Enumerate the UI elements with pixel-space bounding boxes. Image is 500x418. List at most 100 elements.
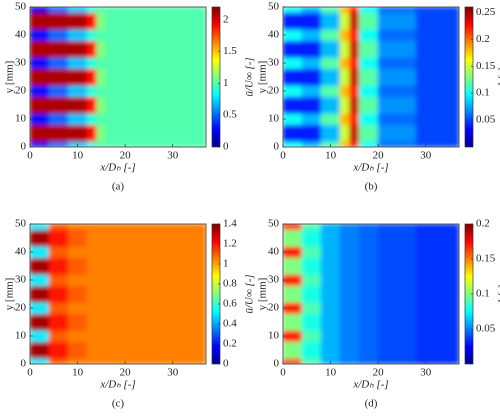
cell bbox=[86, 224, 97, 230]
cell bbox=[105, 85, 126, 97]
cell bbox=[96, 302, 107, 314]
cell bbox=[30, 12, 50, 30]
x-tick-label: 0 bbox=[27, 367, 33, 379]
cell bbox=[283, 12, 303, 30]
cell bbox=[162, 330, 206, 342]
cell bbox=[48, 313, 69, 331]
cell bbox=[86, 229, 97, 247]
x-tick-label: 0 bbox=[280, 150, 286, 162]
cell bbox=[105, 285, 126, 303]
x-tick-label: 20 bbox=[120, 367, 132, 379]
cell bbox=[48, 224, 69, 230]
cell bbox=[96, 285, 107, 303]
cell bbox=[48, 68, 69, 86]
cell bbox=[162, 274, 206, 286]
cell bbox=[377, 246, 417, 258]
cell bbox=[86, 274, 97, 286]
cell bbox=[377, 313, 417, 331]
cell bbox=[124, 285, 164, 303]
cell bbox=[162, 141, 206, 147]
cell bbox=[67, 124, 88, 142]
cell bbox=[96, 113, 107, 125]
cell bbox=[30, 330, 50, 342]
cell bbox=[301, 7, 322, 13]
colorbar-tick-label: 1 bbox=[223, 258, 229, 270]
y-tick-label: 50 bbox=[15, 1, 27, 13]
colorbar-tick-label: 0.05 bbox=[476, 323, 496, 335]
cell bbox=[320, 68, 341, 86]
cell bbox=[162, 68, 206, 86]
cell bbox=[105, 330, 126, 342]
axes-frame bbox=[29, 223, 207, 365]
cell bbox=[86, 85, 97, 97]
caption: (b) bbox=[365, 181, 378, 193]
cell bbox=[124, 330, 164, 342]
y-tick-label: 0 bbox=[274, 141, 280, 153]
cell bbox=[358, 330, 379, 342]
cell bbox=[96, 246, 107, 258]
cell bbox=[86, 330, 97, 342]
cell bbox=[349, 229, 360, 247]
cell bbox=[96, 313, 107, 331]
cell bbox=[48, 96, 69, 114]
cell bbox=[358, 302, 379, 314]
cell bbox=[124, 124, 164, 142]
cell bbox=[67, 57, 88, 69]
caption: (a) bbox=[112, 181, 125, 193]
cell bbox=[86, 124, 97, 142]
cell bbox=[67, 330, 88, 342]
cell bbox=[124, 224, 164, 230]
y-tick-label: 10 bbox=[15, 113, 27, 125]
cell bbox=[124, 358, 164, 364]
cell bbox=[124, 29, 164, 41]
cell bbox=[349, 12, 360, 30]
cell bbox=[86, 57, 97, 69]
cell bbox=[283, 224, 303, 230]
cell bbox=[283, 313, 303, 331]
cell bbox=[30, 124, 50, 142]
cell bbox=[30, 7, 50, 13]
cell bbox=[48, 57, 69, 69]
cell bbox=[30, 358, 50, 364]
cell bbox=[162, 12, 206, 30]
cell bbox=[320, 124, 341, 142]
cell bbox=[301, 257, 322, 275]
cell bbox=[339, 85, 350, 97]
heatmap bbox=[30, 224, 206, 364]
cell bbox=[124, 68, 164, 86]
cell bbox=[349, 274, 360, 286]
x-axis-label: x/Dₕ [-] bbox=[352, 379, 388, 391]
cell bbox=[162, 113, 206, 125]
cell bbox=[415, 285, 459, 303]
y-tick-label: 20 bbox=[268, 302, 280, 314]
cell bbox=[377, 85, 417, 97]
cell bbox=[320, 341, 341, 359]
cell bbox=[301, 40, 322, 58]
cell bbox=[96, 29, 107, 41]
cell bbox=[415, 113, 459, 125]
cell bbox=[67, 229, 88, 247]
colorbar-tick-label: 1.2 bbox=[223, 238, 237, 250]
cell bbox=[162, 285, 206, 303]
cell bbox=[358, 285, 379, 303]
cell bbox=[283, 29, 303, 41]
cell bbox=[358, 257, 379, 275]
y-tick-label: 0 bbox=[274, 358, 280, 370]
y-axis-label: y [mm] bbox=[4, 278, 16, 311]
cell bbox=[105, 274, 126, 286]
cell bbox=[124, 257, 164, 275]
cell bbox=[301, 12, 322, 30]
cell bbox=[86, 40, 97, 58]
cell bbox=[105, 113, 126, 125]
cell bbox=[339, 141, 350, 147]
cell bbox=[301, 313, 322, 331]
colorbar-tick-label: 0.2 bbox=[476, 218, 490, 230]
x-axis-label: x/Dₕ [-] bbox=[352, 162, 388, 174]
cell bbox=[30, 113, 50, 125]
y-tick-label: 40 bbox=[15, 246, 27, 258]
y-tick-label: 0 bbox=[21, 141, 27, 153]
cell bbox=[96, 124, 107, 142]
colorbar-tick-label: 0.5 bbox=[223, 109, 237, 121]
cell bbox=[86, 358, 97, 364]
cell bbox=[301, 124, 322, 142]
